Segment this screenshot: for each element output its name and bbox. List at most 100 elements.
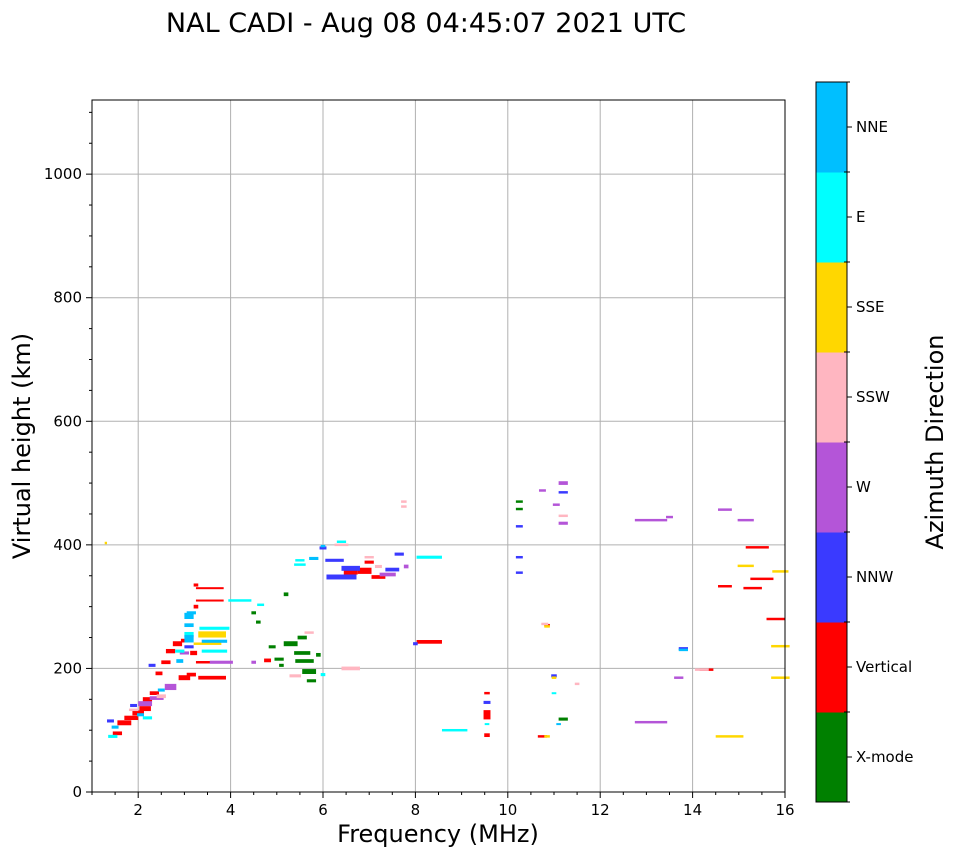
colorbar-segment — [816, 622, 847, 713]
echo-mark-w — [379, 572, 396, 577]
colorbar-tick-label: X-mode — [856, 748, 913, 766]
echo-mark-sse — [772, 570, 789, 573]
echo-mark-sse — [544, 625, 550, 628]
echo-mark-nne — [320, 544, 326, 548]
echo-mark-x-mode — [279, 663, 284, 667]
echo-mark-vertical — [718, 585, 732, 588]
echo-mark-nnw — [551, 674, 557, 678]
x-tick-label: 12 — [591, 801, 610, 819]
echo-mark-w — [737, 518, 754, 522]
echo-mark-w — [164, 683, 177, 691]
y-tick-label: 200 — [53, 659, 82, 677]
echo-mark-w — [666, 515, 673, 519]
echo-mark-vertical — [364, 560, 374, 564]
echo-mark-nnw — [130, 703, 138, 708]
echo-mark-e — [228, 599, 252, 602]
colorbar-tick-label: Vertical — [856, 658, 912, 676]
echo-mark-nnw — [678, 647, 688, 651]
echo-mark-e — [201, 649, 228, 653]
echo-mark-vertical — [165, 648, 176, 654]
echo-mark-nnw — [326, 574, 357, 580]
echo-mark-vertical — [198, 675, 226, 680]
y-tick-label: 400 — [53, 536, 82, 554]
echo-mark-ssw — [374, 564, 382, 569]
colorbar-tick-label: NNW — [856, 568, 893, 586]
echo-mark-nnw — [385, 567, 400, 572]
echo-mark-vertical — [193, 604, 199, 609]
echo-mark-vertical — [155, 671, 163, 676]
echo-mark-vertical — [117, 720, 132, 726]
echo-mark-nne — [201, 639, 228, 643]
echo-mark-vertical — [537, 735, 548, 738]
echo-mark-nnw — [107, 719, 114, 723]
colorbar-segment — [816, 712, 847, 803]
echo-mark-sse — [551, 676, 557, 679]
echo-mark-e — [295, 559, 305, 562]
echo-mark-vertical — [195, 599, 224, 602]
echo-mark-nnw — [325, 558, 344, 562]
echo-mark-vertical — [139, 706, 151, 712]
colorbar-segment — [816, 352, 847, 443]
echo-mark-x-mode — [274, 657, 284, 661]
echo-mark-ssw — [574, 682, 580, 686]
echo-mark-e — [108, 734, 118, 738]
echo-mark-sse — [737, 564, 754, 568]
echo-mark-ssw — [694, 668, 709, 671]
echo-mark-vertical — [371, 575, 386, 579]
echo-mark-vertical — [186, 672, 196, 677]
echo-mark-vertical — [172, 641, 183, 647]
echo-mark-w — [138, 701, 153, 707]
echo-mark-vertical — [357, 567, 372, 574]
echo-mark-e — [484, 723, 490, 726]
echo-mark-x-mode — [306, 679, 317, 683]
echo-mark-w — [718, 508, 732, 511]
echo-mark-w — [538, 489, 546, 492]
echo-mark-x-mode — [283, 641, 298, 647]
echo-mark-x-mode — [294, 651, 311, 655]
echo-mark-sse — [771, 644, 790, 648]
echo-mark-e — [416, 555, 442, 559]
echo-mark-e — [184, 631, 194, 637]
x-tick-label: 8 — [411, 801, 421, 819]
echo-mark-x-mode — [256, 620, 261, 624]
echo-mark-nne — [186, 611, 196, 615]
y-tick-label: 1000 — [44, 165, 82, 183]
echo-mark-w — [558, 481, 568, 485]
echo-mark-vertical — [190, 650, 198, 656]
echo-mark-vertical — [766, 617, 785, 621]
echo-mark-vertical — [264, 658, 272, 663]
echo-mark-nne — [678, 648, 688, 652]
echo-mark-nnw — [184, 645, 194, 649]
x-tick-label: 2 — [133, 801, 143, 819]
echo-mark-nnw — [515, 525, 523, 528]
echo-mark-vertical — [484, 691, 490, 695]
x-tick-label: 14 — [683, 801, 702, 819]
echo-mark-e — [142, 716, 153, 720]
axis-ticks: 2 4 6 8 10 12 14 16 0 200 400 600 800 1000 — [44, 111, 795, 819]
colorbar-tick-label: SSW — [856, 388, 890, 406]
echo-mark-nne — [309, 556, 319, 560]
echo-mark-vertical — [124, 715, 139, 721]
echo-mark-x-mode — [283, 592, 289, 597]
echo-mark-x-mode — [558, 717, 568, 721]
echo-mark-ssw — [304, 631, 314, 634]
echo-mark-sse — [715, 735, 744, 738]
y-axis-label: Virtual height (km) — [8, 333, 36, 559]
echo-mark-vertical — [112, 731, 123, 736]
echo-mark-w — [634, 518, 668, 522]
echo-mark-e — [294, 563, 306, 566]
y-tick-label: 600 — [53, 412, 82, 430]
echo-mark-w — [403, 564, 409, 569]
echo-mark-nnw — [341, 565, 360, 571]
colorbar-tick-label: E — [856, 208, 865, 226]
echo-mark-vertical — [132, 710, 144, 716]
data-marks — [104, 481, 790, 738]
echo-mark-nne — [184, 635, 194, 643]
echo-mark-x-mode — [251, 611, 257, 615]
echo-mark-nnw — [319, 546, 327, 550]
echo-mark-vertical — [161, 660, 171, 665]
colorbar-tick-label: NNE — [856, 118, 888, 136]
echo-mark-e — [336, 540, 347, 544]
x-tick-label: 4 — [226, 801, 236, 819]
echo-mark-vertical — [416, 640, 442, 644]
